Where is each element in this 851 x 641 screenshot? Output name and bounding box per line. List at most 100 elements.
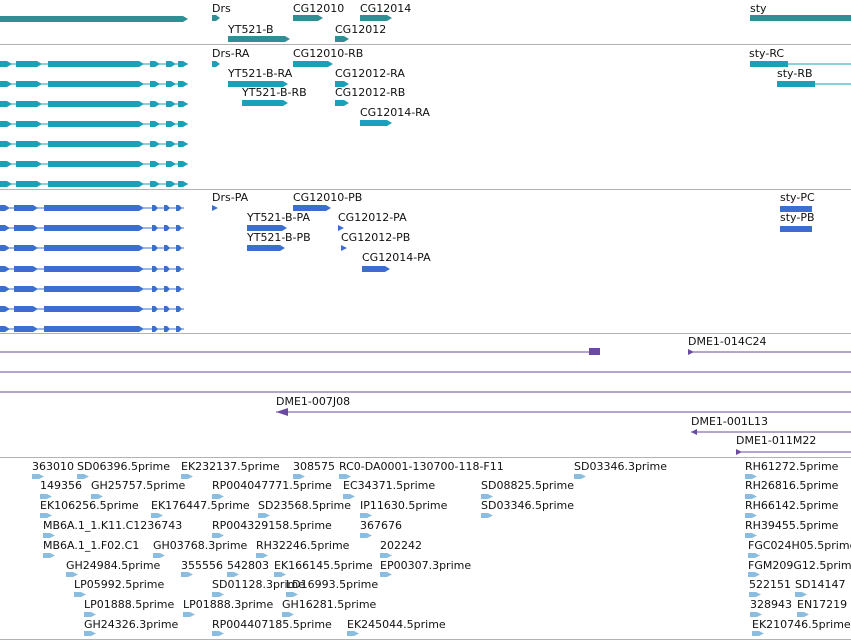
est-feature[interactable] (43, 553, 55, 558)
protein-label-sty-pb[interactable]: sty-PB (780, 211, 815, 224)
transcript-exon[interactable] (166, 101, 176, 107)
est-label[interactable]: SD03346.3prime (574, 460, 667, 473)
protein-exon[interactable] (44, 225, 144, 231)
est-label[interactable]: GH03768.3prime (153, 539, 248, 552)
transcript-exon[interactable] (0, 181, 12, 187)
protein-exon[interactable] (0, 266, 10, 272)
protein-exon[interactable] (14, 245, 38, 251)
clone-label-dme1-007j08[interactable]: DME1-007J08 (276, 395, 351, 408)
protein-exon[interactable] (14, 225, 38, 231)
gene-feature[interactable] (335, 36, 349, 42)
transcript-label-drs-ra[interactable]: Drs-RA (212, 47, 250, 60)
transcript-exon[interactable] (16, 141, 42, 147)
protein-exon[interactable] (164, 205, 170, 211)
est-feature[interactable] (153, 553, 165, 558)
est-feature[interactable] (227, 572, 239, 577)
protein-exon[interactable] (44, 205, 144, 211)
transcript-exon[interactable] (178, 101, 188, 107)
est-feature[interactable] (212, 533, 224, 538)
clone-end[interactable] (691, 429, 697, 435)
est-label[interactable]: FGM209G12.5prime (748, 559, 851, 572)
gene-feature[interactable] (750, 15, 851, 21)
transcript-exon[interactable] (48, 121, 144, 127)
transcript-exon[interactable] (48, 61, 144, 67)
est-label[interactable]: GH24984.5prime (66, 559, 161, 572)
protein-exon[interactable] (152, 326, 158, 332)
transcript-feature[interactable] (335, 100, 349, 106)
transcript-feature[interactable] (335, 81, 349, 87)
est-feature[interactable] (258, 513, 270, 518)
protein-label-yt521-b-pb[interactable]: YT521-B-PB (247, 231, 311, 244)
est-label[interactable]: RH61272.5prime (745, 460, 839, 473)
est-label[interactable]: EC34371.5prime (343, 479, 436, 492)
transcript-exon[interactable] (150, 141, 160, 147)
transcript-exon[interactable] (0, 141, 12, 147)
protein-exon[interactable] (0, 205, 10, 211)
est-label[interactable]: MB6A.1_1.F02.C1 (43, 539, 140, 552)
est-label[interactable]: EK176447.5prime (151, 499, 250, 512)
est-label[interactable]: 149356 (40, 479, 82, 492)
est-label[interactable]: GH16281.5prime (282, 598, 377, 611)
est-label[interactable]: EK232137.5prime (181, 460, 280, 473)
est-feature[interactable] (212, 494, 224, 499)
est-label[interactable]: EK245044.5prime (347, 618, 446, 631)
est-label[interactable]: EP00307.3prime (380, 559, 472, 572)
transcript-exon[interactable] (48, 181, 144, 187)
est-feature[interactable] (282, 612, 294, 617)
transcript-feature[interactable] (242, 100, 288, 106)
est-feature[interactable] (360, 513, 372, 518)
protein-exon[interactable] (14, 266, 38, 272)
est-label[interactable]: RH26816.5prime (745, 479, 839, 492)
transcript-label-cg12012-ra[interactable]: CG12012-RA (335, 67, 405, 80)
transcript-exon[interactable] (48, 141, 144, 147)
transcript-exon[interactable] (166, 121, 176, 127)
protein-exon[interactable] (44, 286, 144, 292)
protein-exon[interactable] (0, 286, 10, 292)
clone-label-dme1-014c24[interactable]: DME1-014C24 (688, 335, 767, 348)
transcript-feature[interactable] (360, 120, 392, 126)
est-label[interactable]: 328943 (750, 598, 792, 611)
gene-feature[interactable] (0, 16, 188, 22)
transcript-exon[interactable] (166, 161, 176, 167)
est-feature[interactable] (212, 631, 224, 636)
transcript-exon[interactable] (150, 61, 160, 67)
protein-exon[interactable] (164, 306, 170, 312)
est-label[interactable]: EK166145.5prime (274, 559, 373, 572)
est-label[interactable]: RH32246.5prime (256, 539, 350, 552)
clone-end[interactable] (589, 348, 600, 355)
protein-exon[interactable] (164, 266, 170, 272)
est-feature[interactable] (795, 592, 807, 597)
gene-feature[interactable] (228, 36, 290, 42)
transcript-exon[interactable] (0, 161, 12, 167)
est-feature[interactable] (256, 553, 268, 558)
clone-label-dme1-001l13[interactable]: DME1-001L13 (691, 415, 768, 428)
transcript-exon[interactable] (166, 181, 176, 187)
est-feature[interactable] (481, 494, 493, 499)
transcript-feature[interactable] (293, 61, 333, 67)
transcript-exon[interactable] (48, 101, 144, 107)
transcript-exon[interactable] (48, 81, 144, 87)
est-label[interactable]: 363010 (32, 460, 74, 473)
protein-label-cg12012-pa[interactable]: CG12012-PA (338, 211, 407, 224)
est-feature[interactable] (797, 612, 809, 617)
clone-end[interactable] (688, 349, 694, 355)
protein-exon[interactable] (152, 286, 158, 292)
est-label[interactable]: GH24326.3prime (84, 618, 179, 631)
est-feature[interactable] (74, 592, 86, 597)
protein-exon[interactable] (176, 326, 182, 332)
transcript-exon[interactable] (0, 101, 12, 107)
protein-exon[interactable] (152, 266, 158, 272)
est-label[interactable]: RC0-DA0001-130700-118-F11 (339, 460, 504, 473)
est-feature[interactable] (181, 474, 193, 479)
est-label[interactable]: 308575 (293, 460, 335, 473)
protein-exon[interactable] (14, 286, 38, 292)
protein-feature[interactable] (247, 225, 287, 231)
est-feature[interactable] (745, 494, 757, 499)
protein-label-drs-pa[interactable]: Drs-PA (212, 191, 249, 204)
clone-end[interactable] (736, 449, 742, 455)
est-label[interactable]: MB6A.1_1.K11.C1236743 (43, 519, 183, 532)
protein-label-cg12014-pa[interactable]: CG12014-PA (362, 251, 431, 264)
est-label[interactable]: EN17219 (797, 598, 848, 611)
est-label[interactable]: GH25757.5prime (91, 479, 186, 492)
transcript-exon[interactable] (166, 81, 176, 87)
